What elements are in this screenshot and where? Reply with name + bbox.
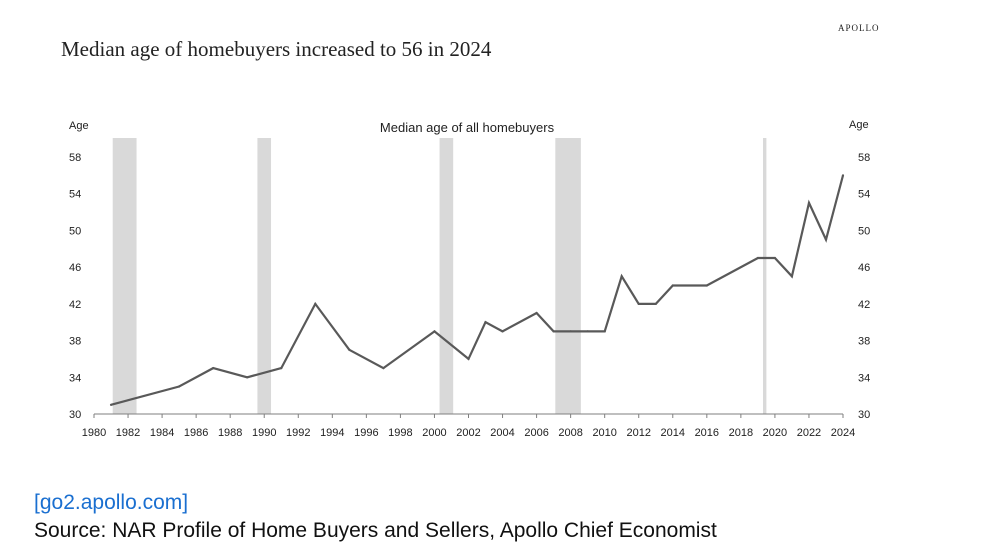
data-point <box>433 330 436 333</box>
x-tick-label: 2008 <box>558 427 582 439</box>
x-tick-label: 2010 <box>592 427 616 439</box>
x-tick-label: 1986 <box>184 427 208 439</box>
y-tick-label-left: 38 <box>69 336 81 348</box>
y-tick-label-right: 38 <box>858 336 870 348</box>
x-axis-ticks: 1980 1982 1984 1986 1988 1990 1992 1994 1996 1998… <box>82 414 855 439</box>
data-point <box>586 330 589 333</box>
x-tick-label: 1988 <box>218 427 242 439</box>
series-line-0 <box>110 175 845 406</box>
x-tick-label: 1994 <box>320 427 344 439</box>
data-point <box>756 256 759 260</box>
chart-title: Median age of all homebuyers <box>380 120 555 135</box>
data-point <box>824 238 828 241</box>
page-title: Median age of homebuyers increased to 56… <box>61 37 492 61</box>
data-point <box>773 256 777 260</box>
data-point <box>109 403 113 406</box>
x-tick-label: 1984 <box>150 427 174 439</box>
x-tick-label: 2020 <box>763 427 787 439</box>
data-point <box>535 311 538 315</box>
x-tick-label: 2022 <box>797 427 821 439</box>
data-point <box>348 348 351 351</box>
y-tick-label-left: 50 <box>69 225 81 237</box>
data-point <box>212 367 215 370</box>
recession-band-3 <box>555 138 581 414</box>
y-tick-label-left: 30 <box>69 409 81 421</box>
data-point <box>603 330 606 333</box>
data-point <box>484 321 487 324</box>
data-point <box>841 174 845 177</box>
x-tick-label: 2000 <box>422 427 446 439</box>
y-axis-right-ticks: 30 34 38 42 46 50 54 58 <box>858 152 870 421</box>
y-tick-label-right: 50 <box>858 225 870 237</box>
x-tick-label: 1998 <box>388 427 412 439</box>
x-tick-label: 1990 <box>252 427 276 439</box>
x-tick-label: 2016 <box>695 427 719 439</box>
data-point <box>790 275 794 278</box>
recession-band-1 <box>257 138 272 414</box>
series-median-age <box>109 174 845 406</box>
y-axis-right-label: Age <box>849 119 869 131</box>
data-point <box>246 376 249 379</box>
y-tick-label-right: 54 <box>858 189 870 201</box>
y-axis-left-label: Age <box>69 120 89 132</box>
data-point <box>807 201 811 204</box>
x-tick-label: 2012 <box>626 427 650 439</box>
y-tick-label-left: 42 <box>69 299 81 311</box>
x-tick-label: 2024 <box>831 427 855 439</box>
recession-band-4 <box>762 138 767 414</box>
brand-logo: APOLLO <box>838 23 880 33</box>
data-point <box>501 330 504 333</box>
data-point <box>637 302 640 305</box>
x-tick-label: 1982 <box>116 427 140 439</box>
data-point <box>671 284 674 287</box>
x-tick-label: 2006 <box>524 427 548 439</box>
x-tick-label: 2018 <box>729 427 753 439</box>
x-tick-label: 1992 <box>286 427 310 439</box>
x-tick-label: 2004 <box>490 427 514 439</box>
y-tick-label-right: 34 <box>858 372 870 384</box>
data-point <box>620 275 623 278</box>
data-point <box>382 367 385 370</box>
data-point <box>705 284 708 287</box>
y-tick-label-right: 30 <box>858 409 870 421</box>
y-tick-label-left: 46 <box>69 262 81 274</box>
data-point <box>654 302 657 305</box>
y-tick-label-left: 34 <box>69 372 81 384</box>
data-point <box>178 385 181 388</box>
footer-source: Source: NAR Profile of Home Buyers and S… <box>34 519 717 542</box>
y-tick-label-left: 58 <box>69 152 81 164</box>
recession-band-2 <box>439 138 454 414</box>
x-tick-label: 2014 <box>661 427 685 439</box>
recession-band-0 <box>112 138 137 414</box>
y-tick-label-left: 54 <box>69 189 81 201</box>
x-tick-label: 1996 <box>354 427 378 439</box>
data-point <box>569 330 572 333</box>
y-tick-label-right: 58 <box>858 152 870 164</box>
x-tick-label: 2002 <box>456 427 480 439</box>
y-axis-left-ticks: 30 34 38 42 46 50 54 58 <box>69 152 81 421</box>
recession-bands <box>112 138 767 414</box>
data-point <box>467 357 470 361</box>
data-point <box>552 330 555 333</box>
y-tick-label-right: 42 <box>858 299 870 311</box>
x-tick-label: 1980 <box>82 427 106 439</box>
footer-link[interactable]: [go2.apollo.com] <box>34 491 189 514</box>
data-point <box>314 302 317 305</box>
data-point <box>280 367 283 370</box>
y-tick-label-right: 46 <box>858 262 870 274</box>
